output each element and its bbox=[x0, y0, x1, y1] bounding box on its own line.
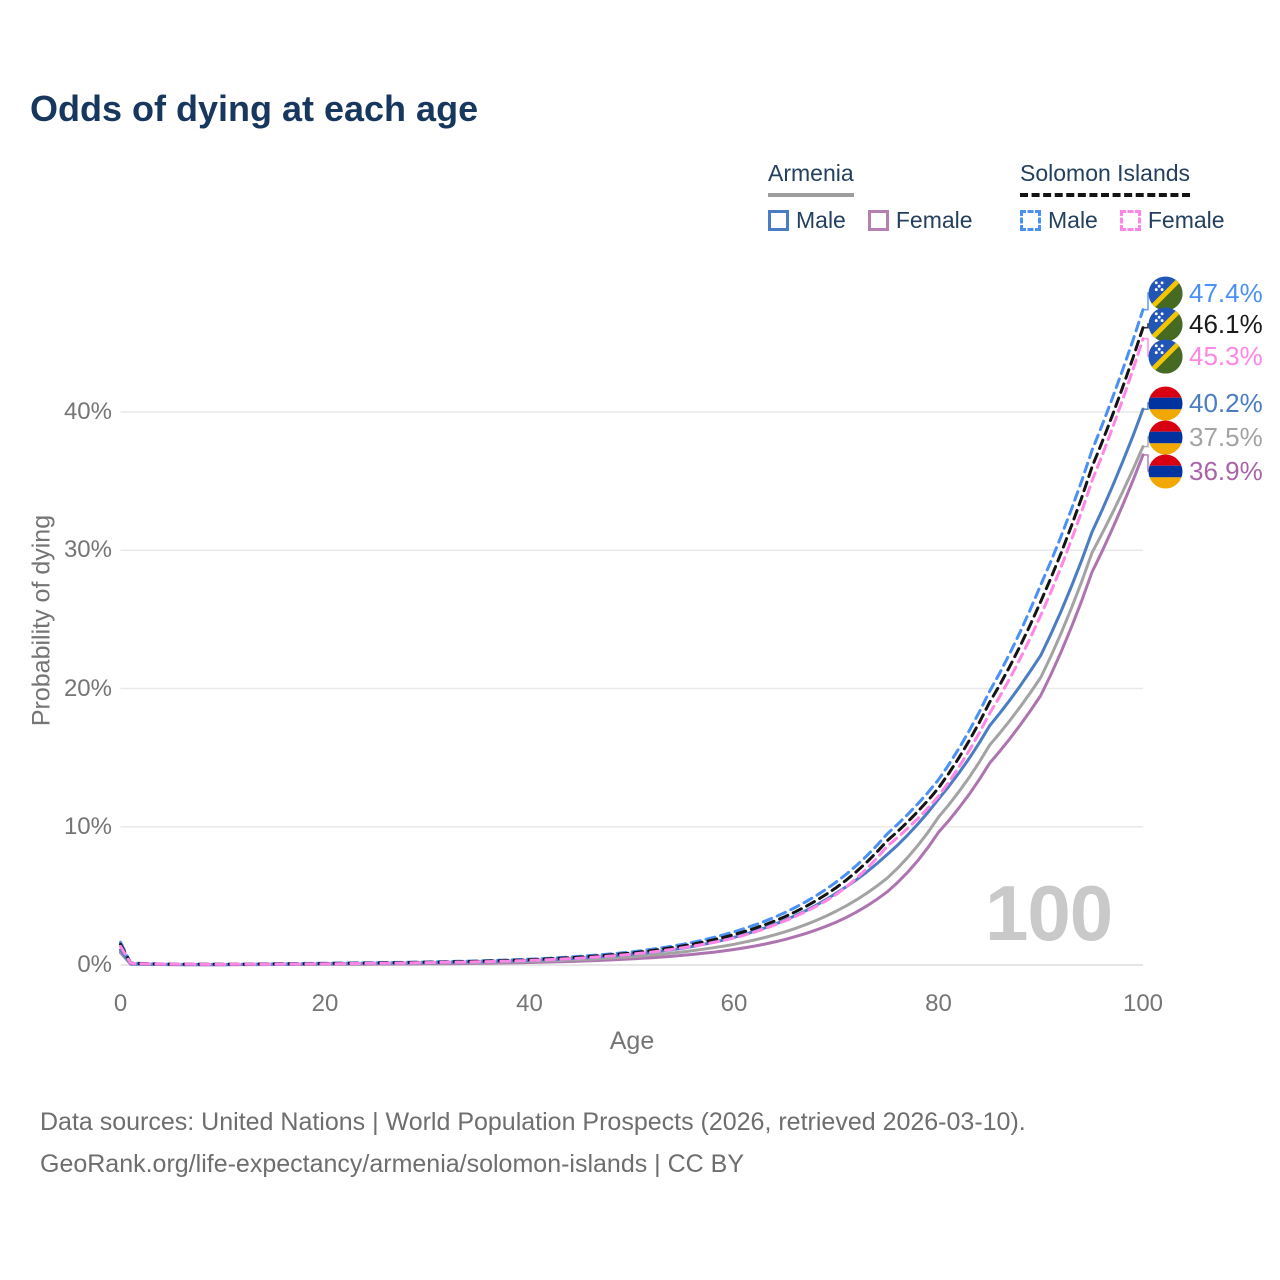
legend-item-armenia-female[interactable]: Female bbox=[867, 207, 973, 234]
end-label-value: 46.1% bbox=[1189, 308, 1263, 339]
legend-country-header-armenia: Armenia bbox=[768, 160, 854, 197]
end-label-armenia-female: 36.9% bbox=[1148, 453, 1263, 489]
end-label-solomon-islands-female: 45.3% bbox=[1148, 338, 1263, 374]
line-armenia-male[interactable] bbox=[119, 407, 1145, 967]
legend-checkbox-icon[interactable] bbox=[1119, 210, 1141, 231]
legend-group-solomon-islands: Solomon Islands Male Female bbox=[1020, 160, 1225, 234]
x-tick-label-0: 0 bbox=[113, 990, 128, 1017]
legend-checkbox-icon[interactable] bbox=[768, 210, 789, 231]
legend-checkbox-icon[interactable] bbox=[1020, 210, 1041, 231]
x-tick-label-100: 100 bbox=[1122, 990, 1164, 1017]
armenia-flag-icon bbox=[1148, 453, 1183, 489]
end-label-armenia-total: 37.5% bbox=[1148, 419, 1263, 455]
line-solomon-islands-total[interactable] bbox=[119, 326, 1145, 966]
plot-area bbox=[119, 292, 1153, 967]
solomon-islands-flag-icon bbox=[1148, 275, 1183, 311]
line-solomon-islands-male[interactable] bbox=[119, 308, 1145, 966]
y-tick-label-30%: 30% bbox=[63, 536, 112, 564]
end-label-value: 47.4% bbox=[1189, 277, 1263, 308]
y-tick-label-40%: 40% bbox=[63, 398, 112, 425]
legend-item-solomon-islands-female[interactable]: Female bbox=[1119, 207, 1225, 234]
end-label-value: 37.5% bbox=[1189, 421, 1263, 452]
y-tick-label-0%: 0% bbox=[77, 951, 112, 978]
end-label-value: 40.2% bbox=[1189, 387, 1263, 418]
footer-source-line: Data sources: United Nations | World Pop… bbox=[40, 1108, 1026, 1136]
solomon-islands-flag-icon bbox=[1148, 338, 1183, 374]
legend-item-label: Male bbox=[796, 207, 846, 233]
legend-item-solomon-islands-male[interactable]: Male bbox=[1020, 207, 1098, 234]
armenia-flag-icon bbox=[1148, 419, 1183, 455]
end-label-solomon-islands-male: 47.4% bbox=[1148, 275, 1263, 311]
x-tick-label-20: 20 bbox=[311, 990, 339, 1017]
line-armenia-female[interactable] bbox=[119, 453, 1145, 967]
legend-item-label: Female bbox=[895, 207, 973, 233]
page-title: Odds of dying at each age bbox=[30, 88, 479, 129]
footer-url-line: GeoRank.org/life-expectancy/armenia/solo… bbox=[40, 1150, 745, 1178]
legend-item-armenia-male[interactable]: Male bbox=[768, 207, 846, 234]
legend-item-label: Female bbox=[1147, 207, 1225, 233]
solomon-islands-flag-icon bbox=[1148, 306, 1183, 342]
line-solomon-islands-female[interactable] bbox=[119, 337, 1145, 966]
legend-item-label: Male bbox=[1048, 207, 1098, 233]
end-label-value: 45.3% bbox=[1189, 340, 1263, 371]
y-tick-label-10%: 10% bbox=[63, 812, 112, 840]
end-label-armenia-male: 40.2% bbox=[1148, 385, 1263, 421]
legend-group-armenia: Armenia Male Female bbox=[768, 160, 973, 234]
x-tick-label-40: 40 bbox=[516, 990, 543, 1017]
line-armenia-total[interactable] bbox=[119, 445, 1145, 967]
age-watermark: 100 bbox=[985, 869, 1113, 957]
legend-checkbox-icon[interactable] bbox=[867, 210, 889, 231]
x-axis-title: Age bbox=[609, 1027, 655, 1055]
x-tick-label-60: 60 bbox=[720, 990, 748, 1017]
x-tick-label-80: 80 bbox=[925, 990, 952, 1017]
end-label-value: 36.9% bbox=[1189, 455, 1263, 486]
armenia-flag-icon bbox=[1148, 385, 1183, 421]
end-label-solomon-islands-total: 46.1% bbox=[1148, 306, 1263, 342]
legend-country-header-solomon-islands: Solomon Islands bbox=[1020, 160, 1191, 197]
y-tick-label-20%: 20% bbox=[63, 674, 112, 702]
